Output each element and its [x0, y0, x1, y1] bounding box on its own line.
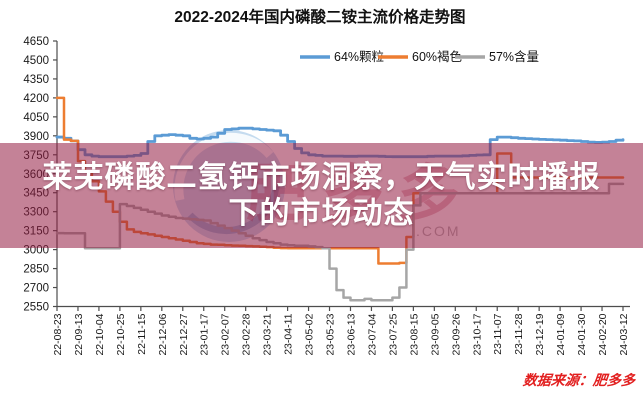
y-tick-label: 4500 [23, 55, 49, 67]
y-tick-label: 2700 [23, 283, 49, 295]
x-tick-label: 23-04-11 [283, 313, 295, 354]
y-tick-label: 2550 [23, 302, 49, 314]
x-tick-label: 23-10-17 [471, 313, 483, 355]
x-tick-label: 24-01-30 [576, 313, 588, 355]
y-tick-label: 4050 [23, 112, 49, 124]
x-tick-label: 23-05-02 [304, 313, 316, 355]
headline-overlay: 莱芜磷酸二氢钙市场洞察，天气实时播报 下的市场动态 [0, 143, 643, 248]
x-tick-label: 23-11-07 [492, 313, 504, 354]
x-tick-label: 23-03-21 [262, 313, 274, 355]
x-tick-label: 24-01-09 [555, 313, 567, 355]
legend-label-1: 60%褐色 [412, 49, 463, 64]
x-tick-label: 22-11-15 [136, 313, 148, 354]
chart-title: 2022-2024年国内磷酸二铵主流价格走势图 [174, 7, 465, 26]
x-tick-label: 22-12-06 [157, 313, 169, 355]
x-tick-label: 23-05-23 [325, 313, 337, 355]
x-tick-label: 23-09-05 [429, 313, 441, 355]
x-tick-label: 23-12-19 [534, 313, 546, 355]
x-tick-label: 23-07-25 [387, 313, 399, 355]
x-tick-label: 22-08-23 [52, 313, 64, 355]
x-tick-label: 24-02-20 [597, 313, 609, 355]
x-tick-label: 23-07-04 [366, 313, 378, 355]
legend-label-2: 57%含量 [489, 49, 539, 64]
x-tick-label: 23-02-07 [220, 313, 232, 355]
legend-label-0: 64%颗粒 [334, 49, 384, 64]
y-tick-label: 4350 [23, 74, 49, 86]
x-tick-label: 23-06-13 [345, 313, 357, 355]
data-source-note: 数据来源：肥多多 [522, 374, 636, 389]
y-tick-label: 4200 [23, 93, 49, 105]
x-tick-label: 23-01-17 [199, 313, 211, 355]
x-tick-label: 23-11-28 [513, 313, 525, 354]
y-tick-label: 3900 [23, 131, 49, 143]
x-tick-label: 22-10-25 [115, 313, 127, 355]
headline-line-1: 莱芜磷酸二氢钙市场洞察，天气实时播报 [42, 160, 601, 194]
headline-line-2: 下的市场动态 [228, 196, 415, 230]
x-tick-label: 23-09-26 [450, 313, 462, 355]
x-tick-label: 22-12-27 [178, 313, 190, 355]
y-tick-label: 4650 [23, 36, 49, 48]
x-tick-label: 23-08-15 [408, 313, 420, 355]
x-tick-label: 22-10-04 [94, 313, 106, 355]
x-tick-label: 23-02-28 [241, 313, 253, 355]
x-tick-label: 24-03-12 [618, 313, 630, 355]
x-tick-label: 22-09-13 [73, 313, 85, 355]
y-tick-label: 2850 [23, 264, 49, 276]
